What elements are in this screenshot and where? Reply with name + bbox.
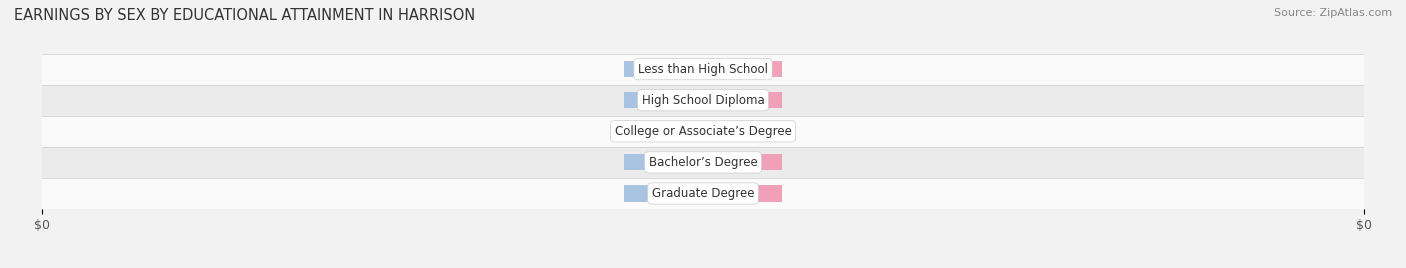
Text: EARNINGS BY SEX BY EDUCATIONAL ATTAINMENT IN HARRISON: EARNINGS BY SEX BY EDUCATIONAL ATTAINMEN… (14, 8, 475, 23)
Text: $0: $0 (735, 157, 751, 168)
Text: $0: $0 (735, 64, 751, 74)
Legend: Male, Female: Male, Female (638, 266, 768, 268)
Bar (703, 92, 782, 108)
Bar (624, 123, 703, 139)
Bar (42, 147, 1364, 178)
Text: $0: $0 (735, 188, 751, 199)
Bar (42, 116, 1364, 147)
Text: $0: $0 (655, 126, 671, 136)
Text: Source: ZipAtlas.com: Source: ZipAtlas.com (1274, 8, 1392, 18)
Bar (624, 185, 703, 202)
Text: Bachelor’s Degree: Bachelor’s Degree (648, 156, 758, 169)
Text: High School Diploma: High School Diploma (641, 94, 765, 107)
Bar (703, 154, 782, 170)
Bar (624, 154, 703, 170)
Text: Graduate Degree: Graduate Degree (652, 187, 754, 200)
Text: $0: $0 (655, 95, 671, 105)
Text: Less than High School: Less than High School (638, 63, 768, 76)
Bar (624, 92, 703, 108)
Text: $0: $0 (735, 126, 751, 136)
Bar (703, 123, 782, 139)
Text: $0: $0 (655, 188, 671, 199)
Bar (42, 178, 1364, 209)
Text: $0: $0 (655, 64, 671, 74)
Text: College or Associate’s Degree: College or Associate’s Degree (614, 125, 792, 138)
Bar (703, 185, 782, 202)
Text: $0: $0 (735, 95, 751, 105)
Bar (42, 85, 1364, 116)
Bar (624, 61, 703, 77)
Bar (42, 54, 1364, 85)
Bar (703, 61, 782, 77)
Text: $0: $0 (655, 157, 671, 168)
